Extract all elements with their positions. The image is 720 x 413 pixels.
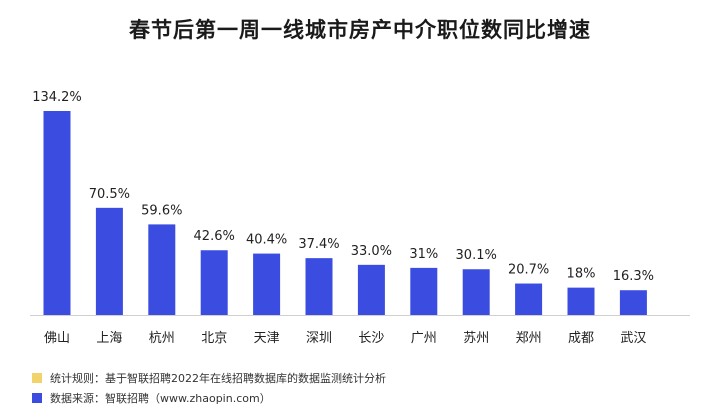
value-label: 70.5% xyxy=(89,187,130,202)
category-label: 天津 xyxy=(254,331,280,346)
category-label: 长沙 xyxy=(358,331,384,346)
value-label: 33.0% xyxy=(351,244,392,259)
bar-广州 xyxy=(410,267,438,315)
category-label: 杭州 xyxy=(149,331,175,346)
category-label: 深圳 xyxy=(306,331,332,346)
note-swatch xyxy=(32,373,42,383)
bar-北京 xyxy=(200,250,228,315)
category-label: 郑州 xyxy=(516,331,542,346)
bar-上海 xyxy=(95,207,123,315)
value-label: 30.1% xyxy=(456,248,497,263)
bar-杭州 xyxy=(148,224,176,315)
value-label: 42.6% xyxy=(194,229,235,244)
value-label: 40.4% xyxy=(246,233,287,248)
bar-成都 xyxy=(567,287,595,315)
bar-郑州 xyxy=(515,283,543,315)
bar-武汉 xyxy=(619,290,647,315)
bar-苏州 xyxy=(462,269,490,315)
bar-天津 xyxy=(253,253,281,315)
category-label: 北京 xyxy=(201,331,227,346)
category-label: 苏州 xyxy=(463,330,489,346)
legend-source: 数据来源：智联招聘（www.zhaopin.com） xyxy=(32,390,271,406)
legend-source-text: 数据来源：智联招聘（www.zhaopin.com） xyxy=(50,392,271,405)
category-label: 佛山 xyxy=(44,331,70,346)
legend-note-text: 统计规则：基于智联招聘2022年在线招聘数据库的数据监测统计分析 xyxy=(50,372,386,385)
legend-note: 统计规则：基于智联招聘2022年在线招聘数据库的数据监测统计分析 xyxy=(32,370,386,386)
bar-chart: 134.2% 佛山 70.5% 上海 59.6% 杭州 42.6% 北京 40.4% 天津 37.4… xyxy=(30,90,690,346)
bars-group: 134.2% 佛山 70.5% 上海 59.6% 杭州 42.6% 北京 40.4% 天津 37.4… xyxy=(32,90,654,346)
chart-title: 春节后第一周一线城市房产中介职位数同比增速 xyxy=(129,18,591,42)
bar-深圳 xyxy=(305,258,333,315)
bar-佛山 xyxy=(43,111,71,315)
bar-长沙 xyxy=(357,264,385,315)
source-swatch xyxy=(32,393,42,403)
value-label: 20.7% xyxy=(508,263,549,278)
category-label: 广州 xyxy=(411,331,437,346)
category-label: 武汉 xyxy=(620,331,646,346)
value-label: 59.6% xyxy=(141,203,182,218)
category-label: 成都 xyxy=(568,331,594,346)
value-label: 134.2% xyxy=(32,90,82,105)
value-label: 37.4% xyxy=(298,237,339,252)
value-label: 18% xyxy=(567,267,596,282)
value-label: 31% xyxy=(409,247,438,262)
value-label: 16.3% xyxy=(613,269,654,284)
category-label: 上海 xyxy=(96,331,122,346)
